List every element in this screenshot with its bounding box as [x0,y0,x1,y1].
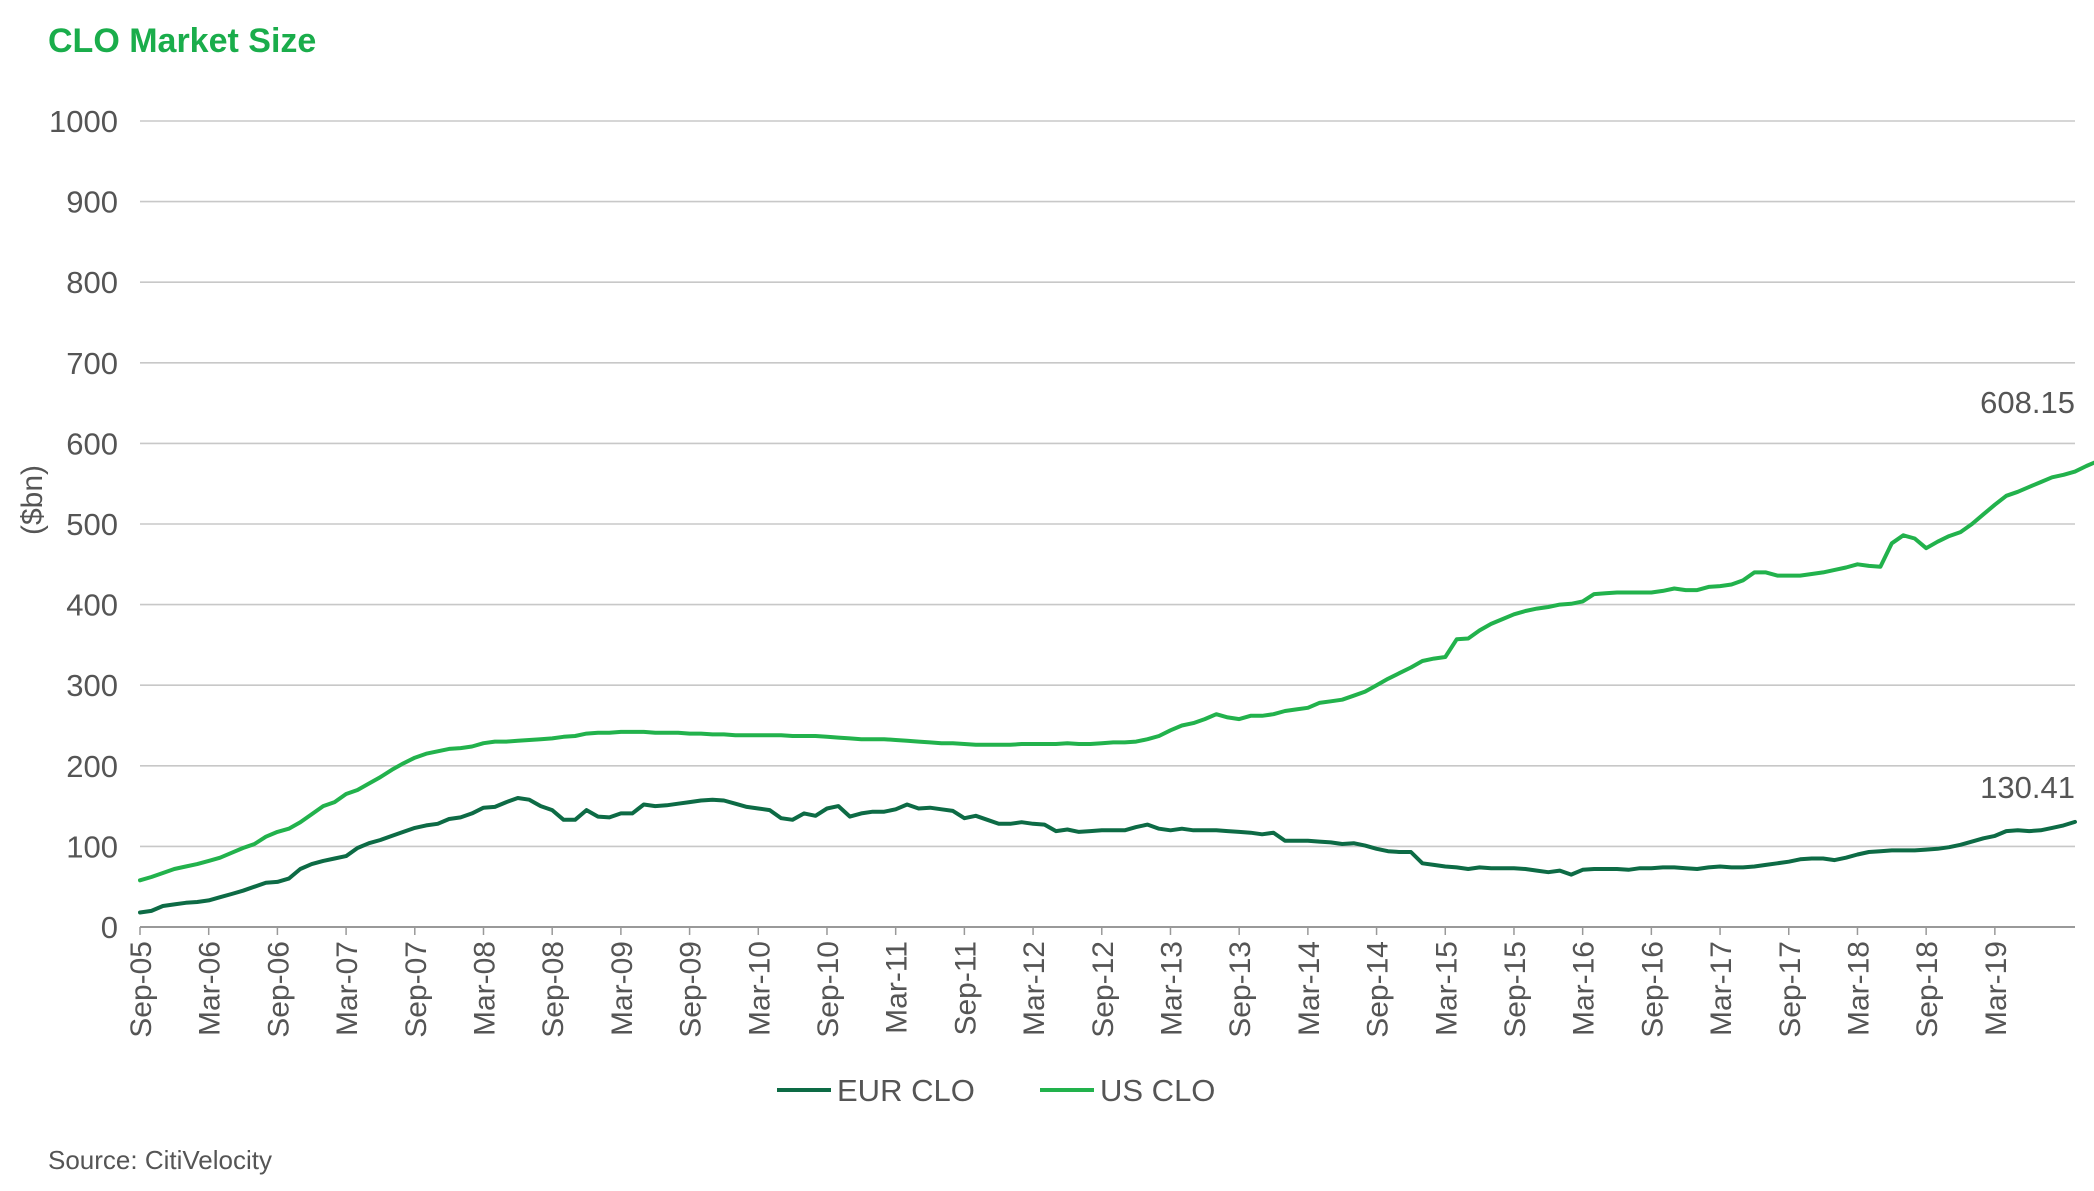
x-tick-label: Sep-09 [675,941,708,1038]
y-tick-label: 200 [66,749,118,784]
x-tick-label: Sep-07 [400,941,433,1038]
x-tick-label: Sep-16 [1636,941,1669,1038]
x-tick-label: Mar-14 [1293,941,1326,1036]
x-tick-label: Mar-06 [194,941,227,1036]
x-tick-label: Mar-10 [743,941,776,1036]
y-tick-label: 900 [66,185,118,220]
x-tick-label: Mar-11 [881,941,914,1034]
series-lines [138,460,2094,915]
y-tick-label: 300 [66,668,118,703]
y-tick-label: 800 [66,265,118,300]
end-value-label: 608.15 [1980,385,2075,420]
source-note: Source: CitiVelocity [48,1145,272,1175]
y-axis: 0 100 200 300 400 500 600 700 800 900 1000 [49,104,118,945]
x-tick-label: Sep-06 [262,941,295,1038]
x-tick-label: Mar-09 [606,941,639,1036]
x-tick-label: Mar-18 [1842,941,1875,1036]
x-tick-label: Sep-14 [1362,941,1395,1038]
y-axis-label: ($bn) [16,465,49,535]
x-tick-label: Mar-08 [468,941,501,1036]
legend-label: EUR CLO [837,1073,975,1108]
x-axis: Sep-05 Mar-06 Sep-06 Mar-07 Sep-07 Mar-08 Sep-… [125,927,2013,1038]
chart-title: CLO Market Size [48,22,317,60]
x-tick-label: Sep-15 [1499,941,1532,1038]
y-tick-label: 600 [66,426,118,461]
x-tick-label: Sep-17 [1774,941,1807,1038]
x-tick-label: Sep-08 [537,941,570,1038]
x-tick-label: Mar-15 [1430,941,1463,1036]
gridlines [140,120,2075,928]
legend: EUR CLO US CLO [777,1073,1215,1108]
end-value-label: 130.41 [1980,770,2075,805]
x-tick-label: Sep-12 [1087,941,1120,1038]
x-tick-label: Mar-13 [1155,941,1188,1036]
legend-label: US CLO [1100,1073,1215,1108]
x-tick-label: Sep-18 [1911,941,1944,1038]
y-tick-label: 500 [66,507,118,542]
x-tick-label: Sep-13 [1224,941,1257,1038]
x-tick-label: Mar-17 [1705,941,1738,1036]
x-tick-label: Mar-07 [331,941,364,1036]
x-tick-label: Mar-12 [1018,941,1051,1036]
y-tick-label: 0 [101,910,118,945]
x-tick-label: Sep-11 [949,941,982,1036]
x-tick-label: Sep-10 [812,941,845,1038]
x-tick-label: Sep-05 [125,941,158,1038]
end-labels: 130.41 608.15 [1980,385,2075,805]
y-tick-label: 400 [66,588,118,623]
y-tick-label: 700 [66,346,118,381]
series-line-eur-clo [138,796,2077,915]
y-tick-label: 1000 [49,104,118,139]
y-tick-label: 100 [66,829,118,864]
series-line-us-clo [138,460,2094,883]
x-tick-label: Mar-19 [1980,941,2013,1036]
x-tick-label: Mar-16 [1568,941,1601,1036]
